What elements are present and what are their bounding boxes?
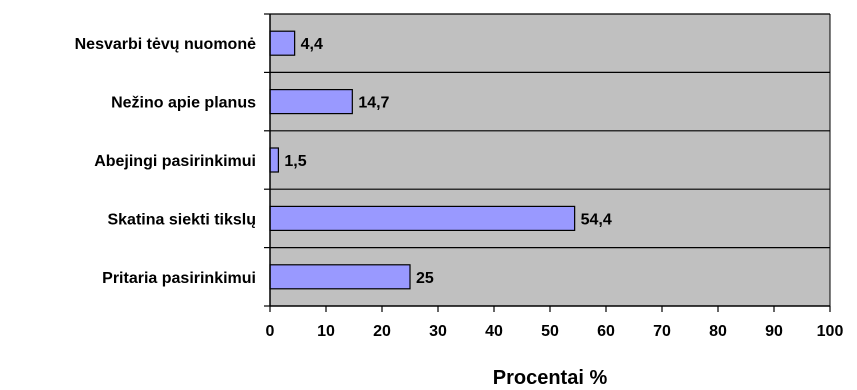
x-axis-title: Procentai % [493, 367, 608, 389]
x-tick-label: 20 [373, 323, 391, 340]
x-tick-label: 40 [485, 323, 503, 340]
bar [269, 30, 296, 56]
bar [269, 88, 353, 115]
bar [269, 264, 411, 290]
x-tick-label: 80 [709, 323, 727, 340]
data-label: 1,5 [284, 153, 306, 170]
data-label: 14,7 [358, 95, 389, 112]
x-tick-labels: 0 10 20 30 40 50 60 70 80 90 100 [266, 323, 844, 340]
x-tick-label: 30 [429, 323, 447, 340]
x-tick-label: 50 [541, 323, 559, 340]
bars [269, 30, 576, 290]
category-label: Abejingi pasirinkimui [94, 153, 256, 170]
gridlines [270, 13, 831, 306]
data-label: 4,4 [301, 36, 323, 53]
data-label: 54,4 [581, 211, 612, 228]
value-labels: 4,4 14,7 1,5 54,4 25 [284, 36, 611, 287]
category-label: Nesvarbi tėvų nuomonė [75, 36, 256, 53]
category-label: Nežino apie planus [111, 95, 256, 112]
x-tick-label: 70 [653, 323, 671, 340]
plot-area [270, 14, 830, 306]
axes [264, 13, 831, 312]
category-label: Pritaria pasirinkimui [102, 270, 256, 287]
bar [269, 205, 576, 231]
x-tick-label: 100 [817, 323, 844, 340]
category-labels: Nesvarbi tėvų nuomonė Nežino apie planus A… [75, 36, 256, 287]
category-label: Skatina siekti tikslų [107, 211, 256, 228]
x-tick-label: 10 [317, 323, 335, 340]
data-label: 25 [416, 270, 434, 287]
x-tick-label: 60 [597, 323, 615, 340]
x-tick-label: 0 [266, 323, 275, 340]
bar [269, 147, 279, 173]
x-tick-label: 90 [765, 323, 783, 340]
